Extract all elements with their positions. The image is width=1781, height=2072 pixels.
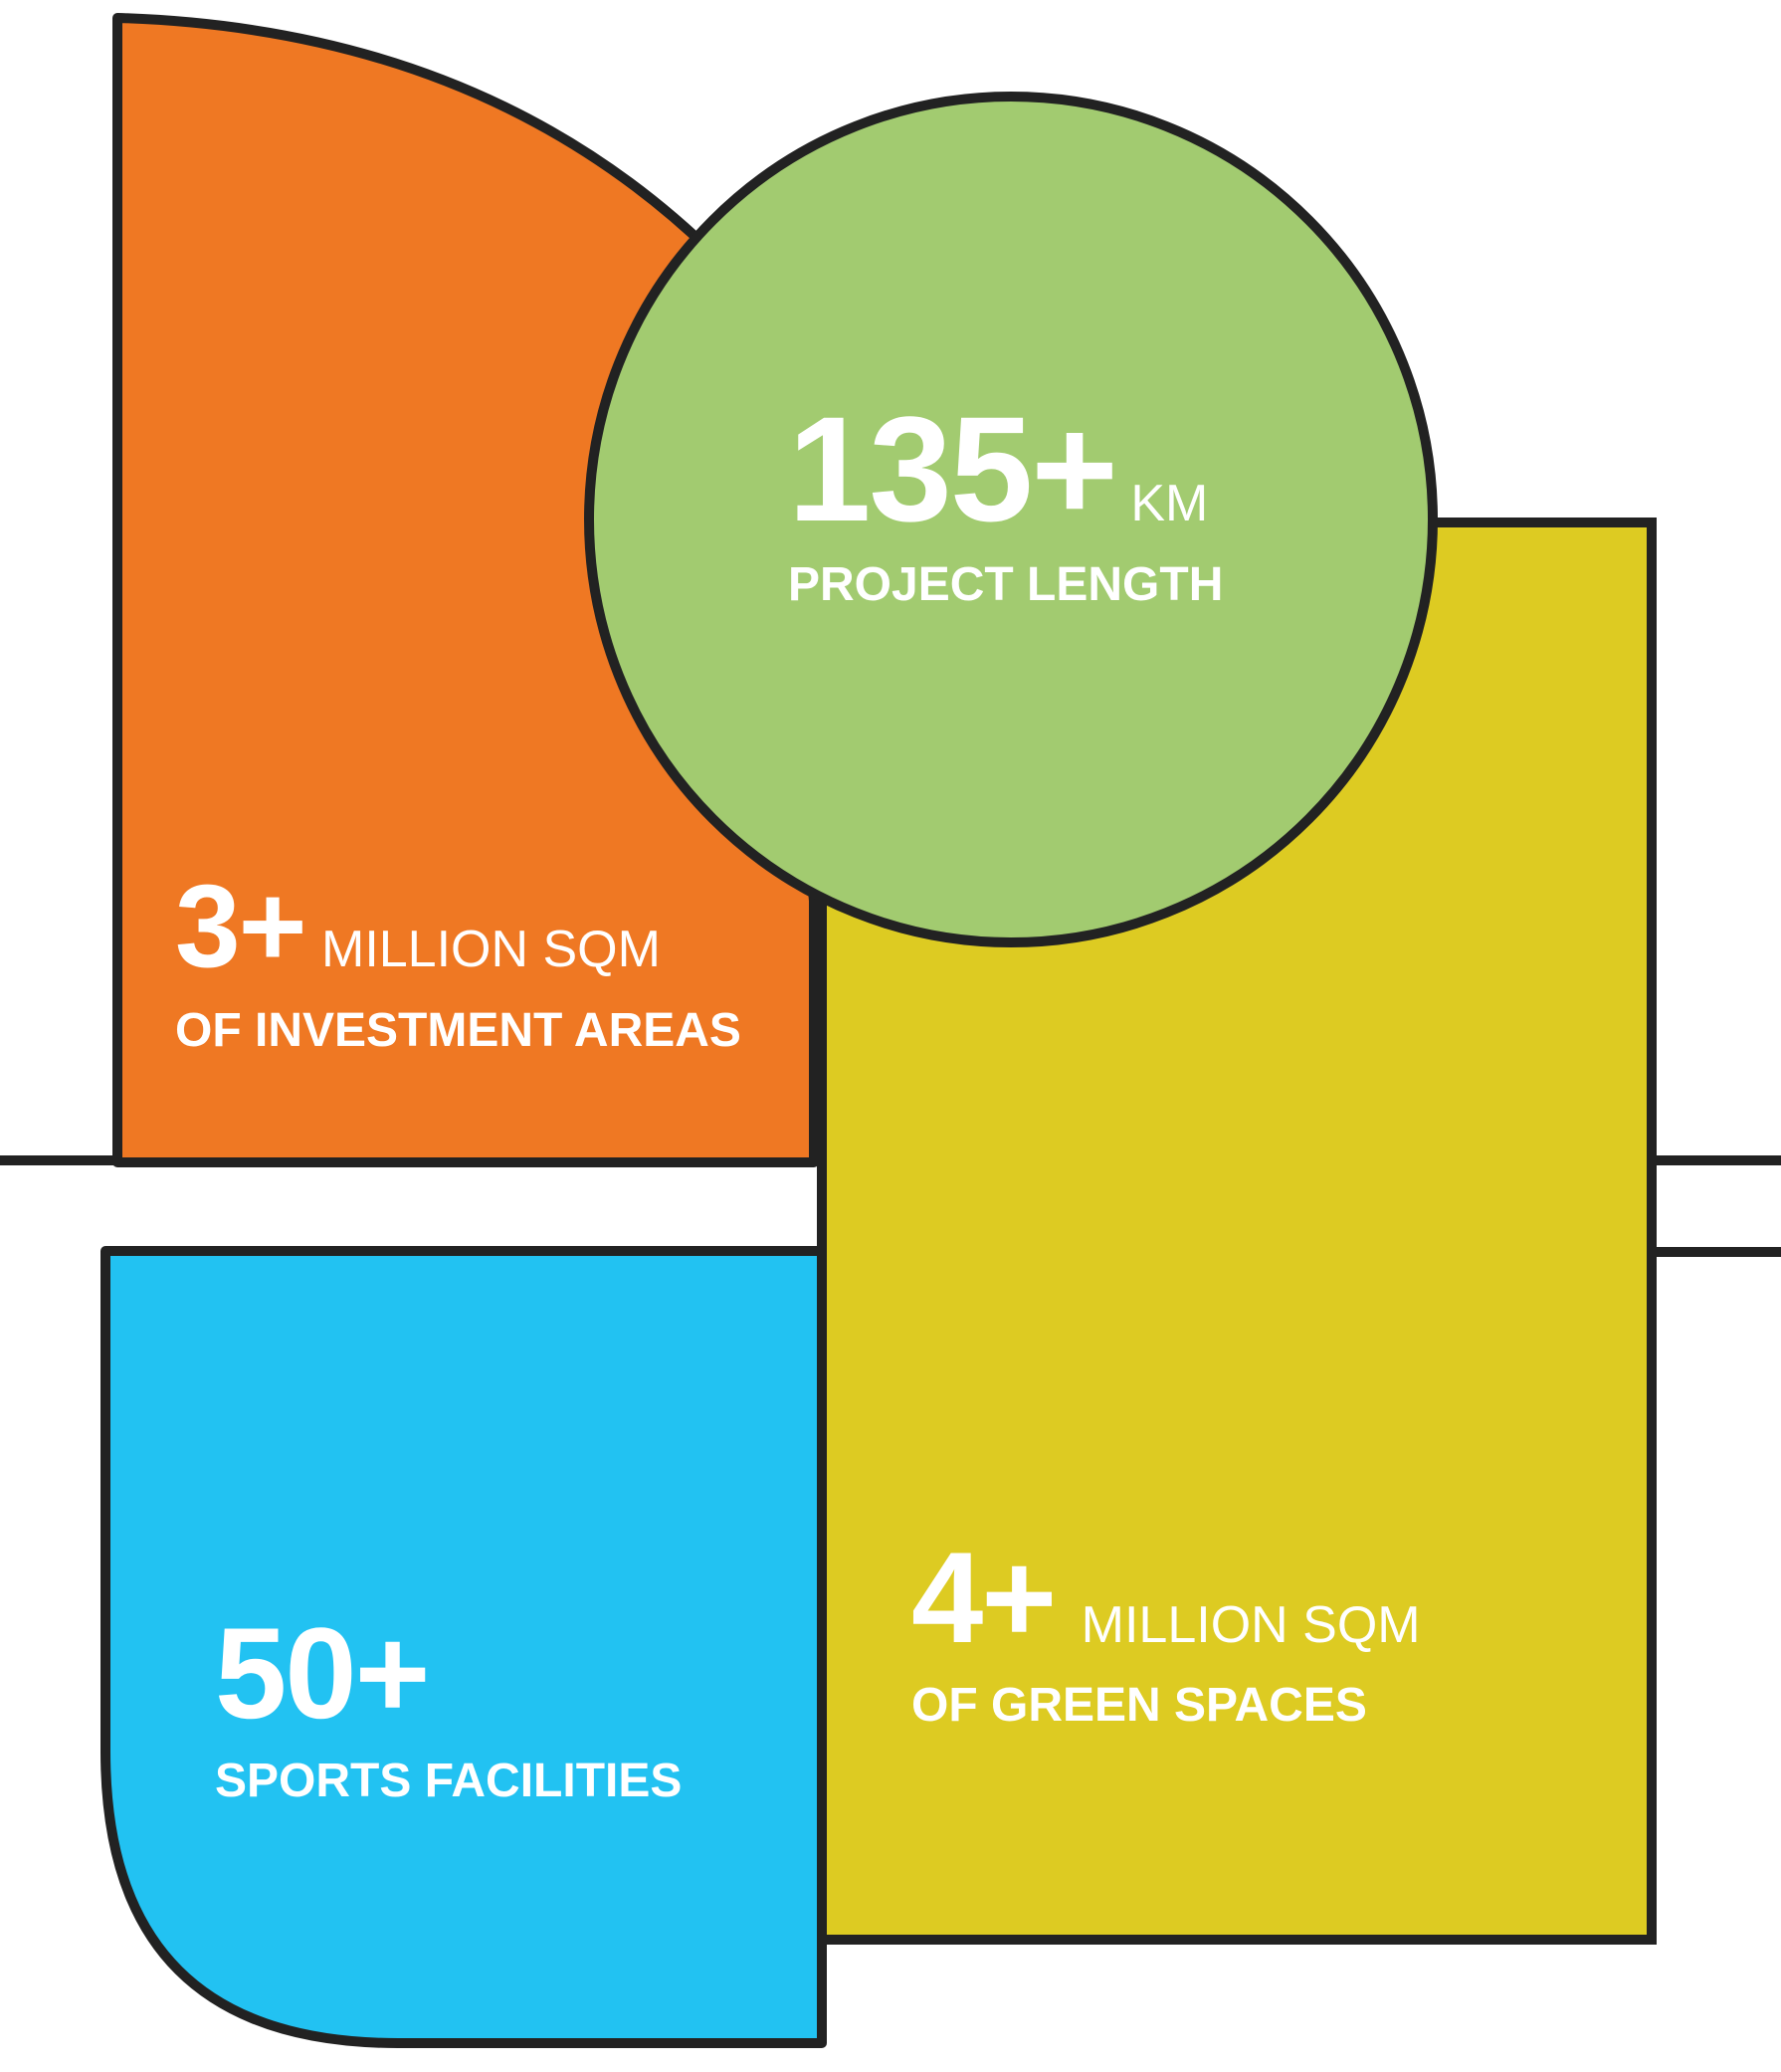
stat-investment-areas: 3+ MILLION SQM OF INVESTMENT AREAS [175, 868, 741, 1058]
stat-green-spaces: 4+ MILLION SQM OF GREEN SPACES [911, 1533, 1421, 1733]
stat-length-unit: KM [1130, 475, 1209, 532]
stat-sports-value: 50+ [215, 1600, 431, 1746]
blue-panel [100, 1246, 827, 2048]
stat-invest-unit: MILLION SQM [321, 921, 661, 978]
stat-green-value: 4+ [911, 1525, 1057, 1670]
stat-sports-desc: SPORTS FACILITIES [215, 1755, 683, 1807]
stat-project-length: 135+ KM PROJECT LENGTH [788, 394, 1223, 612]
stat-invest-desc: OF INVESTMENT AREAS [175, 1004, 741, 1057]
stat-length-value: 135+ [788, 385, 1118, 552]
stat-sports-facilities: 50+ SPORTS FACILITIES [215, 1608, 682, 1808]
stat-length-desc: PROJECT LENGTH [788, 558, 1224, 611]
stat-green-unit: MILLION SQM [1081, 1596, 1421, 1654]
stat-green-desc: OF GREEN SPACES [911, 1679, 1367, 1732]
green-circle [584, 92, 1438, 947]
stat-invest-value: 3+ [175, 861, 307, 992]
